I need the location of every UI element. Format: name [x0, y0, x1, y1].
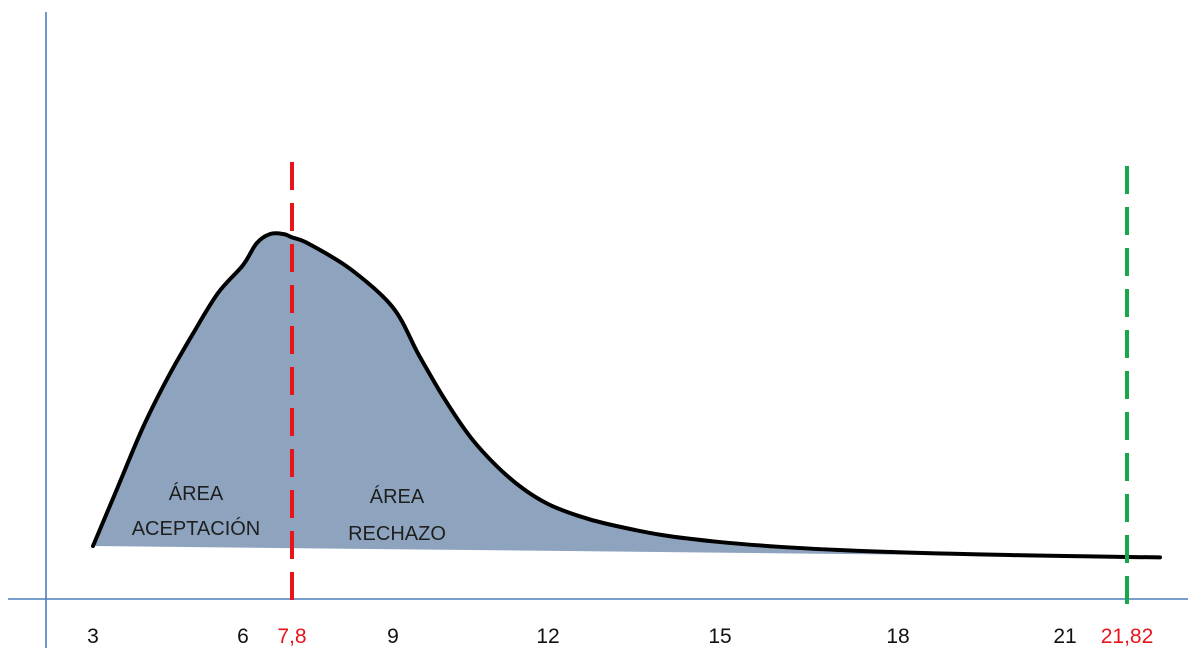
region-label-rejection: ÁREA	[370, 485, 425, 508]
x-tick-label: 6	[237, 625, 249, 648]
region-label-acceptance: ÁREA	[169, 482, 224, 505]
region-label-rejection: RECHAZO	[348, 523, 446, 545]
distribution-curve	[91, 231, 1162, 560]
x-tick-label: 12	[536, 625, 559, 648]
x-tick-label: 21,82	[1101, 625, 1154, 648]
region-label-acceptance: ACEPTACIÓN	[132, 517, 261, 540]
x-tick-label: 18	[886, 625, 909, 648]
critical-lines	[290, 162, 1129, 612]
x-tick-label: 3	[87, 625, 99, 648]
x-tick-label: 15	[708, 625, 731, 648]
distribution-area	[93, 233, 1160, 558]
x-tick-label: 9	[387, 625, 399, 648]
region-labels: ÁREA ACEPTACIÓN ÁREA RECHAZO	[132, 482, 446, 545]
x-tick-labels: 3 6 7,8 9 12 15 18 21 21,82	[87, 625, 1153, 648]
x-tick-label: 21	[1053, 625, 1076, 648]
x-tick-label: 7,8	[277, 625, 306, 648]
